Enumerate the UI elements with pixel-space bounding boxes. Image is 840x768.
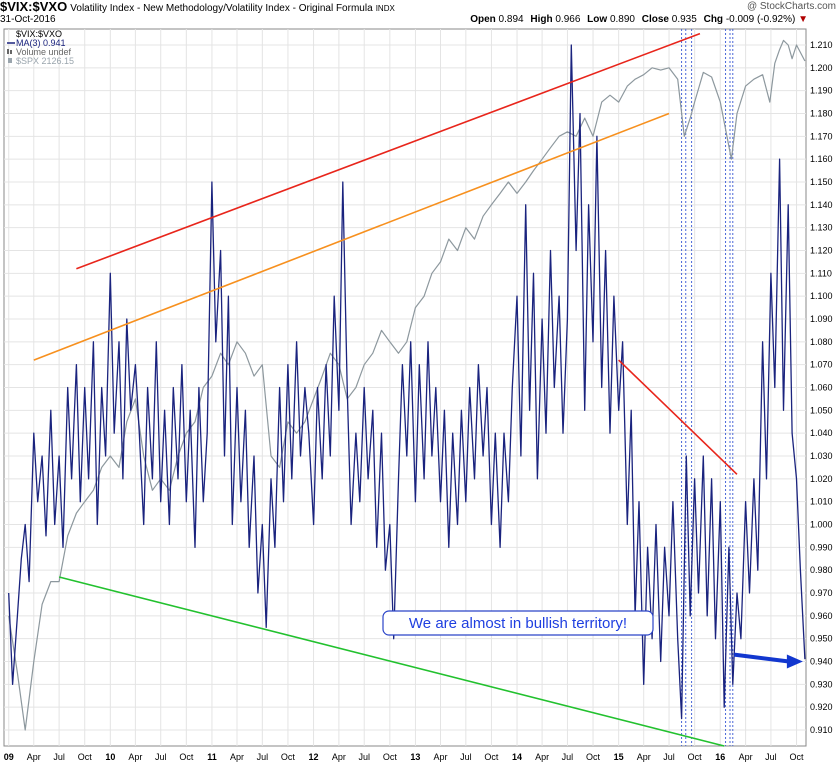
low-value: 0.890 xyxy=(609,14,635,25)
spx-series-line xyxy=(8,39,806,731)
x-tick-label: Jul xyxy=(358,752,370,762)
y-tick-label: 0.950 xyxy=(810,634,833,644)
x-tick-label: Apr xyxy=(637,752,651,762)
y-tick-label: 0.980 xyxy=(810,565,833,575)
x-tick-label: 11 xyxy=(207,752,217,762)
trendline xyxy=(618,359,738,475)
x-tick-label: Jul xyxy=(460,752,472,762)
high-value: 0.966 xyxy=(555,14,581,25)
description-label: Volatility Index - New Methodology/Volat… xyxy=(70,3,373,14)
y-tick-label: 0.990 xyxy=(810,542,833,552)
y-tick-label: 0.940 xyxy=(810,657,833,667)
x-tick-label: Jul xyxy=(663,752,675,762)
x-tick-label: Oct xyxy=(586,752,601,762)
y-tick-label: 1.140 xyxy=(810,200,833,210)
watermark: @ StockCharts.com xyxy=(746,1,836,12)
open-label: Open xyxy=(470,14,496,25)
y-tick-label: 1.000 xyxy=(810,520,833,530)
callout-box xyxy=(382,610,654,636)
y-tick-label: 1.060 xyxy=(810,383,833,393)
exchange-label: INDX xyxy=(375,4,395,13)
y-tick-label: 1.180 xyxy=(810,108,833,118)
x-tick-label: Oct xyxy=(78,752,93,762)
x-tick-label: 13 xyxy=(410,752,420,762)
chg-down-arrow-icon: ▼ xyxy=(798,14,808,25)
y-tick-label: 1.010 xyxy=(810,497,833,507)
legend-label: $SPX 2126.15 xyxy=(16,56,74,66)
x-tick-label: 09 xyxy=(4,752,14,762)
x-tick-label: Oct xyxy=(790,752,805,762)
legend-swatch xyxy=(7,49,9,54)
x-tick-label: Jul xyxy=(53,752,65,762)
x-tick-label: 15 xyxy=(614,752,624,762)
x-tick-label: Jul xyxy=(257,752,269,762)
y-tick-label: 0.930 xyxy=(810,679,833,689)
y-tick-label: 1.150 xyxy=(810,177,833,187)
open-value: 0.894 xyxy=(498,14,524,25)
ohlc-bar: Open 0.894 High 0.966 Low 0.890 Close 0.… xyxy=(470,14,808,25)
x-tick-label: Jul xyxy=(155,752,167,762)
x-tick-label: 10 xyxy=(105,752,115,762)
low-label: Low xyxy=(587,14,608,25)
x-tick-label: Apr xyxy=(230,752,244,762)
x-tick-label: Apr xyxy=(27,752,41,762)
y-tick-label: 1.120 xyxy=(810,245,833,255)
y-tick-label: 1.110 xyxy=(810,268,832,278)
x-tick-label: Oct xyxy=(484,752,499,762)
trendline xyxy=(33,112,670,361)
x-tick-label: Oct xyxy=(688,752,703,762)
x-tick-label: Apr xyxy=(128,752,142,762)
legend-swatch xyxy=(8,58,12,63)
callout-arrow xyxy=(733,652,790,664)
y-tick-label: 1.040 xyxy=(810,428,833,438)
chg-label: Chg xyxy=(703,14,724,25)
trendline xyxy=(76,32,701,270)
x-tick-label: Apr xyxy=(332,752,346,762)
legend-swatch xyxy=(10,50,12,54)
y-tick-label: 1.020 xyxy=(810,474,833,484)
y-tick-label: 1.090 xyxy=(810,314,833,324)
x-tick-label: Oct xyxy=(383,752,398,762)
trendline xyxy=(58,576,725,747)
y-tick-label: 1.130 xyxy=(810,223,833,233)
legend-label: MA(3) 0.941 xyxy=(16,38,66,48)
symbol-label: $VIX:$VXO xyxy=(0,0,68,14)
y-tick-label: 1.050 xyxy=(810,405,833,415)
chart-canvas: 1.210 1.200 1.190 1.180 1.170 1.160 1.150 1.140… xyxy=(3,28,833,762)
x-tick-label: 12 xyxy=(309,752,319,762)
y-tick-label: 1.100 xyxy=(810,291,833,301)
y-tick-label: 1.160 xyxy=(810,154,833,164)
close-label: Close xyxy=(641,14,669,25)
y-tick-label: 1.070 xyxy=(810,360,833,370)
close-value: 0.935 xyxy=(671,14,697,25)
x-tick-label: Apr xyxy=(535,752,549,762)
x-tick-label: Apr xyxy=(433,752,447,762)
chart-date: 31-Oct-2016 xyxy=(0,14,56,25)
y-tick-label: 1.030 xyxy=(810,451,833,461)
x-tick-label: Oct xyxy=(179,752,194,762)
y-tick-label: 1.170 xyxy=(810,131,833,141)
x-tick-label: Apr xyxy=(739,752,753,762)
high-label: High xyxy=(530,14,553,25)
callout-text: We are almost in bullish territory! xyxy=(409,615,627,632)
x-tick-label: Oct xyxy=(281,752,296,762)
ma3-series-line xyxy=(8,44,806,720)
x-tick-label: 16 xyxy=(715,752,725,762)
x-tick-label: Jul xyxy=(562,752,574,762)
chg-value: -0.009 (-0.92%) xyxy=(725,14,796,25)
y-tick-label: 1.210 xyxy=(810,40,833,50)
legend-label: Volume undef xyxy=(16,47,72,57)
y-tick-label: 0.970 xyxy=(810,588,833,598)
y-tick-label: 0.910 xyxy=(810,725,833,735)
y-tick-label: 1.080 xyxy=(810,337,833,347)
y-tick-label: 0.920 xyxy=(810,702,833,712)
y-tick-label: 0.960 xyxy=(810,611,833,621)
callout-arrowhead xyxy=(786,654,803,669)
y-tick-label: 1.190 xyxy=(810,86,833,96)
chart-title: $VIX:$VXO Volatility Index - New Methodo… xyxy=(0,0,395,15)
y-tick-label: 1.200 xyxy=(810,63,833,73)
x-tick-label: 14 xyxy=(512,752,522,762)
x-tick-label: Jul xyxy=(765,752,777,762)
legend-label: $VIX:$VXO xyxy=(16,29,62,39)
